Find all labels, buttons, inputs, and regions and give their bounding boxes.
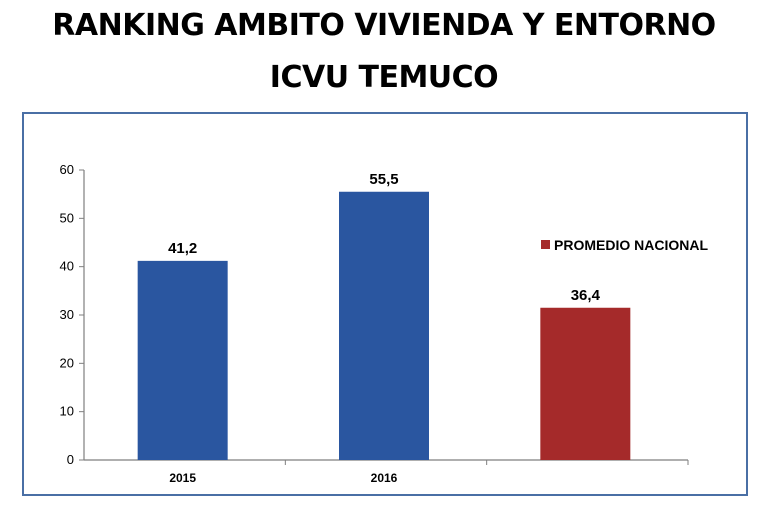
legend-swatch bbox=[541, 240, 550, 249]
chart-frame: 0 10 20 30 40 50 60 41,2 2015 55,5 2016 36,4 PROMEDI… bbox=[22, 112, 748, 496]
y-tick-label: 40 bbox=[60, 259, 74, 274]
chart-title-line2: ICVU TEMUCO bbox=[269, 60, 499, 95]
x-category-label: 2016 bbox=[371, 471, 398, 485]
y-tick-label: 30 bbox=[60, 307, 74, 322]
y-tick-label: 50 bbox=[60, 210, 74, 225]
data-label: 55,5 bbox=[369, 171, 398, 188]
data-label: 41,2 bbox=[168, 240, 197, 257]
y-tick-label: 0 bbox=[67, 452, 74, 467]
y-tick-label: 60 bbox=[60, 162, 74, 177]
y-tick-label: 10 bbox=[60, 404, 74, 419]
data-label: 36,4 bbox=[571, 287, 601, 304]
x-category-label: 2015 bbox=[169, 471, 196, 485]
bar-2015 bbox=[137, 260, 228, 460]
chart-title-line1: RANKING AMBITO VIVIENDA Y ENTORNO bbox=[52, 8, 716, 43]
bar-2016 bbox=[339, 191, 429, 460]
bar-promedio-nacional bbox=[540, 307, 631, 460]
y-tick-label: 20 bbox=[60, 355, 74, 370]
bar-chart: 0 10 20 30 40 50 60 41,2 2015 55,5 2016 36,4 PROMEDI… bbox=[60, 162, 709, 485]
legend-label: PROMEDIO NACIONAL bbox=[554, 237, 708, 253]
